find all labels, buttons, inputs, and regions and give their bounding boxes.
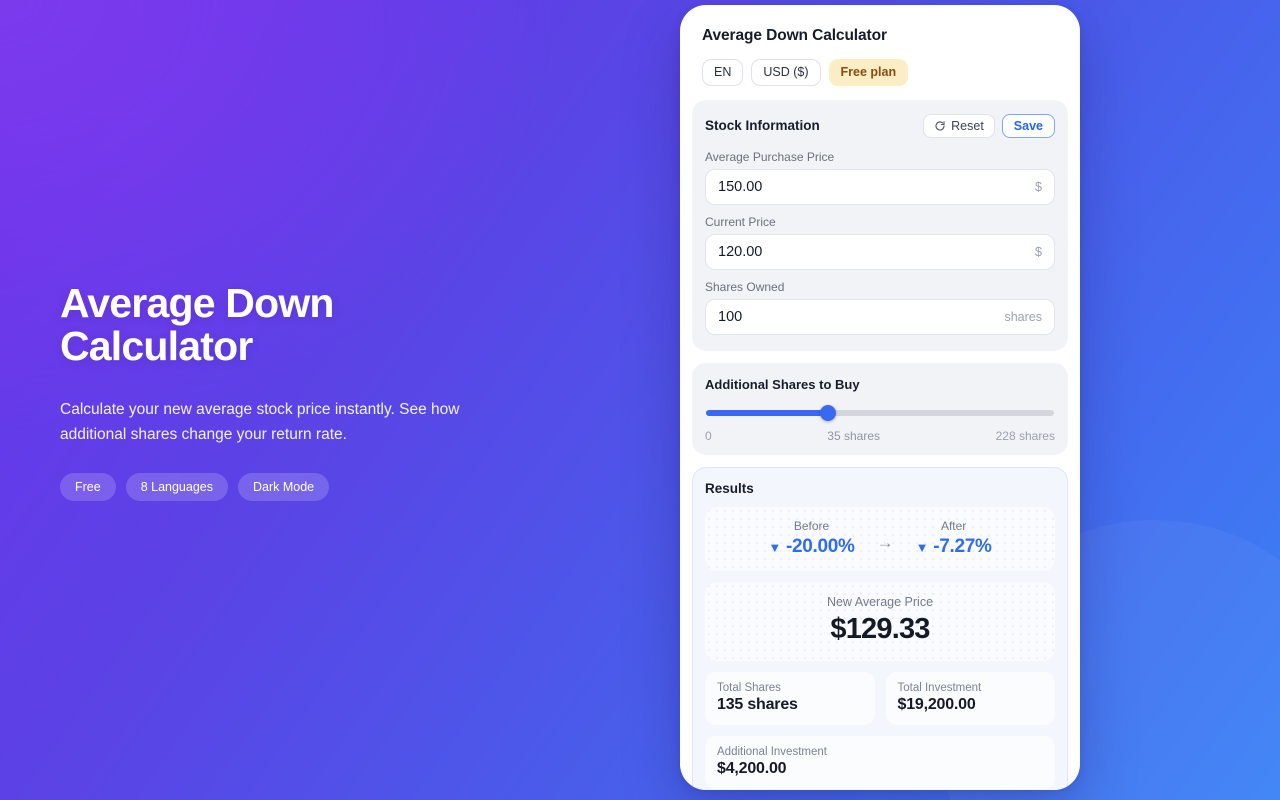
- slider-fill: [706, 410, 828, 416]
- triangle-down-icon: ▼: [768, 540, 781, 555]
- hero-subtitle: Calculate your new average stock price i…: [60, 400, 460, 444]
- stock-information-actions: Reset Save: [923, 113, 1055, 138]
- return-before: Before ▼ -20.00%: [768, 519, 855, 558]
- arrow-right-icon: →: [876, 532, 894, 552]
- stock-information-panel: Stock Information Reset Save Average Pur…: [692, 99, 1068, 351]
- stats-row-secondary: Additional Investment $4,200.00: [705, 736, 1055, 789]
- return-before-value: ▼ -20.00%: [768, 536, 855, 558]
- stat-total-investment-value: $19,200.00: [897, 696, 976, 713]
- return-before-label: Before: [793, 519, 830, 533]
- language-selector-button[interactable]: EN: [702, 59, 744, 86]
- stat-additional-investment-label: Additional Investment: [717, 746, 827, 758]
- unit-shares-owned: shares: [1004, 310, 1042, 324]
- stat-total-shares-label: Total Shares: [717, 682, 781, 694]
- return-after: After ▼ -7.27%: [916, 519, 992, 558]
- stat-total-shares-value: 135 shares: [717, 696, 798, 713]
- reset-button[interactable]: Reset: [923, 113, 995, 138]
- app-header-controls: EN USD ($) Free plan: [702, 59, 1058, 86]
- unit-current-price: $: [1035, 245, 1042, 259]
- unit-average-purchase-price: $: [1035, 180, 1042, 194]
- input-wrapper-shares-owned[interactable]: shares: [705, 299, 1055, 335]
- additional-shares-title: Additional Shares to Buy: [705, 377, 860, 392]
- chip-languages: 8 Languages: [125, 473, 228, 502]
- new-average-price-value: $129.33: [830, 613, 930, 645]
- field-label-shares-owned: Shares Owned: [705, 280, 785, 294]
- results-title: Results: [705, 481, 754, 496]
- app-title: Average Down Calculator: [702, 27, 887, 44]
- new-average-price-card: New Average Price $129.33: [705, 582, 1055, 661]
- page-title-line-2: Calculator: [60, 323, 253, 370]
- stat-total-shares: Total Shares 135 shares: [705, 672, 875, 725]
- triangle-down-icon: ▼: [915, 540, 929, 555]
- field-average-purchase-price: Average Purchase Price $: [705, 150, 1055, 205]
- save-button[interactable]: Save: [1001, 113, 1055, 138]
- stats-row-primary: Total Shares 135 shares Total Investment…: [705, 672, 1055, 725]
- stock-information-title: Stock Information: [705, 118, 820, 134]
- shares-owned-input[interactable]: [718, 309, 997, 325]
- calculator-app-card: Average Down Calculator EN USD ($) Free …: [680, 5, 1080, 790]
- currency-selector-button[interactable]: USD ($): [751, 59, 821, 86]
- return-after-label: After: [940, 519, 967, 533]
- stat-additional-investment: Additional Investment $4,200.00: [705, 736, 1055, 789]
- input-wrapper-current-price[interactable]: $: [705, 234, 1055, 270]
- hero-section: Average Down Calculator Calculate your n…: [60, 280, 490, 502]
- refresh-icon: [935, 120, 945, 131]
- new-average-price-label: New Average Price: [826, 595, 934, 609]
- field-shares-owned: Shares Owned shares: [705, 280, 1055, 335]
- field-label-average-purchase-price: Average Purchase Price: [705, 150, 835, 164]
- slider-min-label: 0: [705, 429, 712, 443]
- reset-button-label: Reset: [951, 118, 984, 133]
- slider-track[interactable]: [706, 410, 1054, 416]
- return-comparison-card: Before ▼ -20.00% → After ▼ -7.27%: [705, 507, 1055, 571]
- additional-shares-slider[interactable]: [706, 405, 1054, 421]
- slider-thumb[interactable]: [819, 405, 836, 421]
- slider-current-label: 35 shares: [827, 429, 880, 443]
- field-current-price: Current Price $: [705, 215, 1055, 270]
- stat-additional-investment-value: $4,200.00: [717, 760, 787, 777]
- slider-max-label: 228 shares: [995, 429, 1055, 443]
- stock-information-header: Stock Information Reset Save: [705, 113, 1055, 138]
- page-title: Average Down Calculator: [60, 280, 490, 370]
- results-panel: Results Before ▼ -20.00% → After ▼ -7.27…: [692, 467, 1068, 790]
- chip-free: Free: [60, 473, 116, 502]
- stat-total-investment: Total Investment $19,200.00: [885, 672, 1055, 725]
- chip-dark-mode: Dark Mode: [238, 473, 330, 502]
- return-after-percent: -7.27%: [933, 536, 992, 557]
- field-label-current-price: Current Price: [705, 215, 776, 229]
- plan-badge: Free plan: [828, 59, 909, 86]
- additional-shares-panel: Additional Shares to Buy 0 35 shares 228…: [692, 363, 1068, 455]
- average-purchase-price-input[interactable]: [718, 179, 1028, 195]
- current-price-input[interactable]: [718, 244, 1028, 260]
- return-after-value: ▼ -7.27%: [916, 536, 992, 558]
- app-header: Average Down Calculator EN USD ($) Free …: [692, 23, 1068, 86]
- page-title-line-1: Average Down: [60, 280, 334, 326]
- return-before-percent: -20.00%: [785, 536, 855, 557]
- input-wrapper-average-purchase-price[interactable]: $: [705, 169, 1055, 205]
- stat-total-investment-label: Total Investment: [897, 682, 982, 694]
- hero-feature-chips: Free 8 Languages Dark Mode: [60, 473, 490, 502]
- slider-labels: 0 35 shares 228 shares: [705, 429, 1055, 443]
